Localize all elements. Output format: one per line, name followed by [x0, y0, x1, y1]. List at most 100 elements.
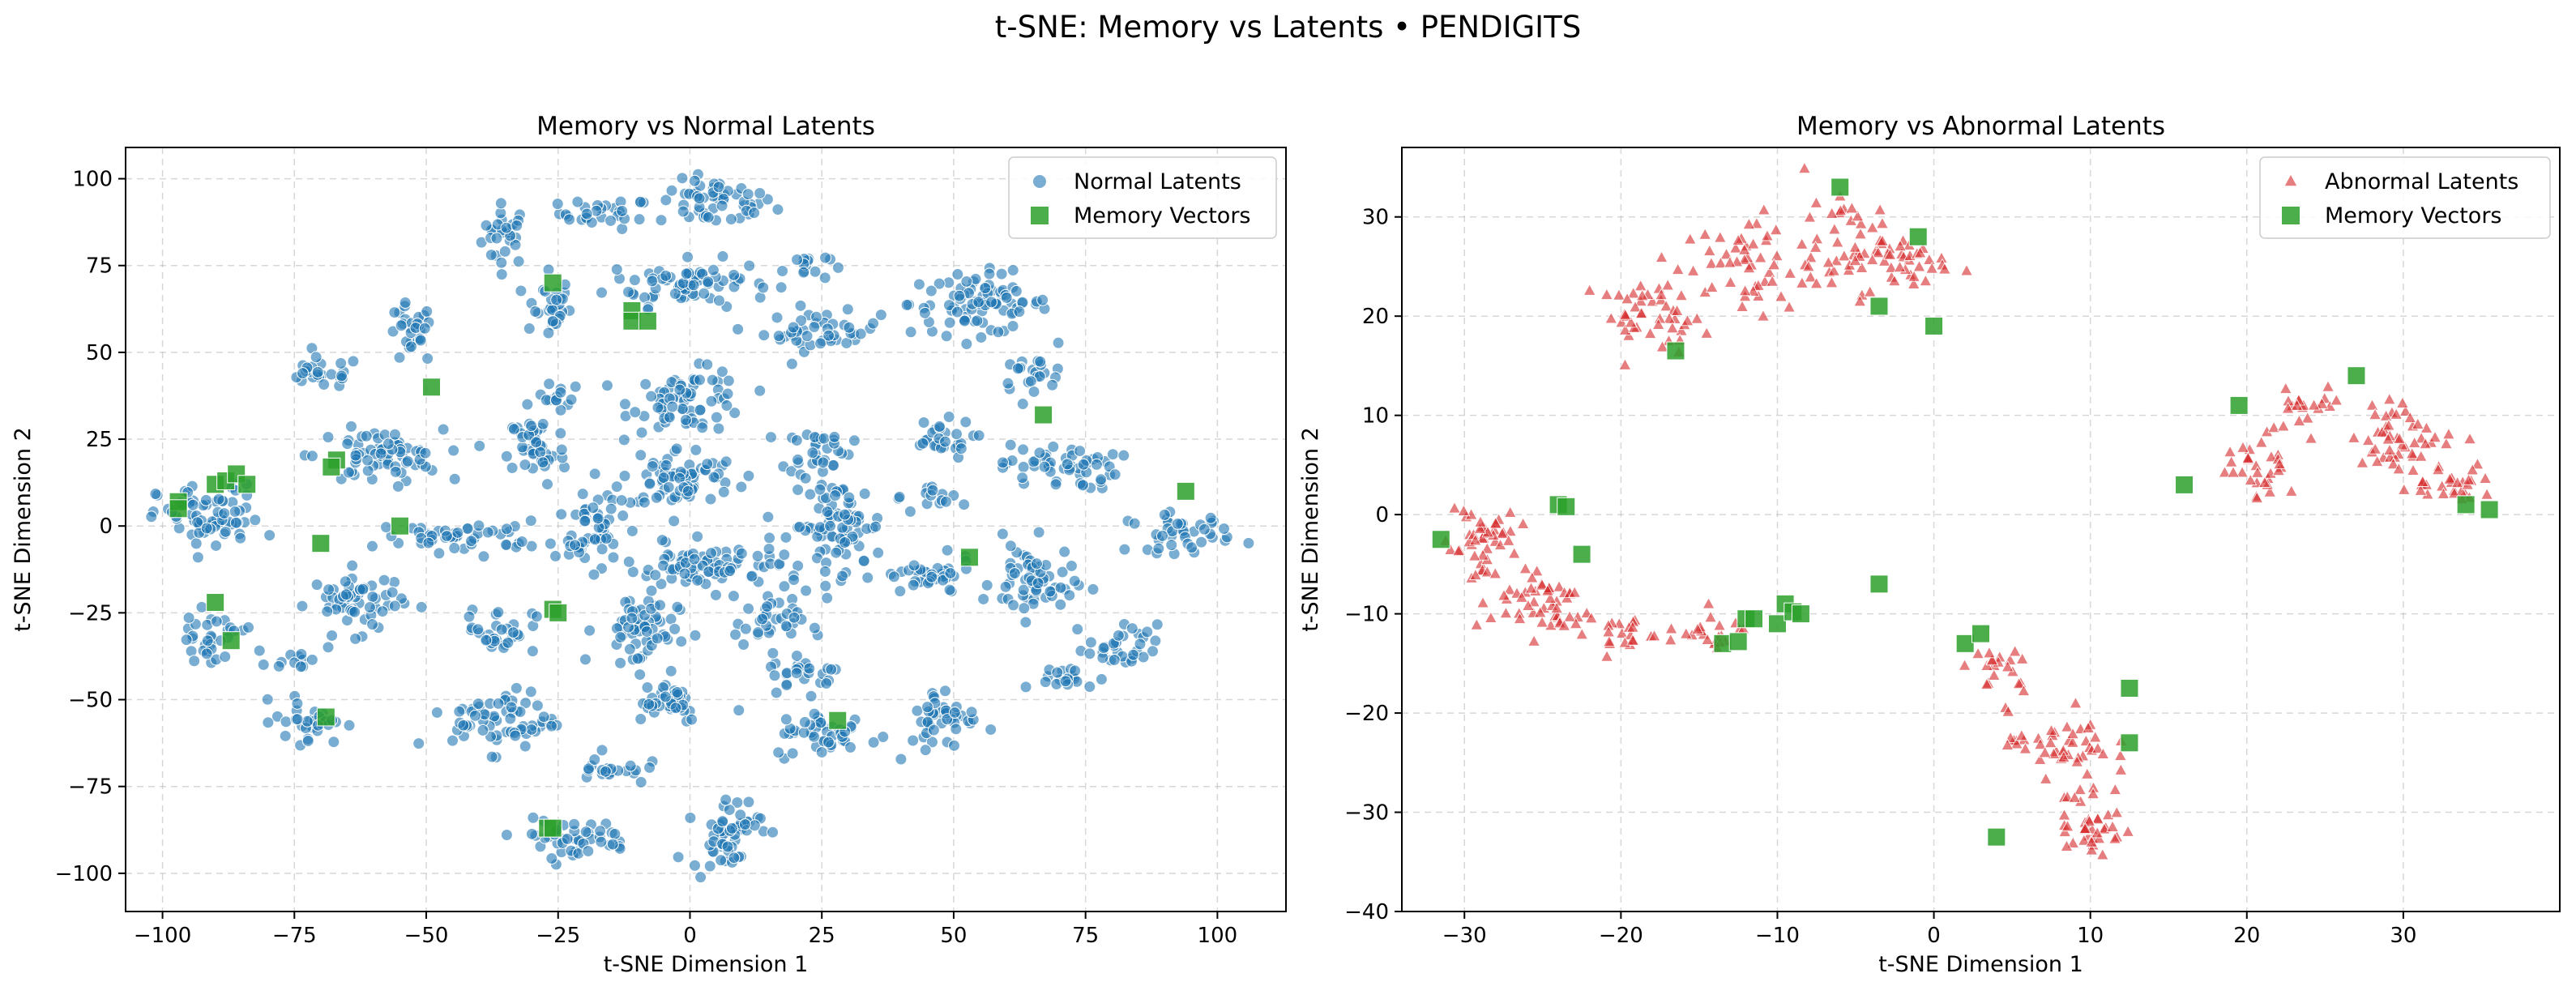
normal-latent-point [916, 437, 929, 450]
abnormal-latent-point [1476, 596, 1489, 608]
normal-latent-point [579, 653, 592, 666]
normal-latent-point [940, 330, 953, 343]
x-tick-label: 100 [1198, 924, 1238, 948]
normal-latent-point [509, 238, 522, 251]
normal-latent-point [971, 314, 984, 327]
normal-latent-point [376, 605, 389, 618]
normal-latent-point [615, 494, 628, 507]
abnormal-latent-point [1647, 629, 1661, 642]
memory-vector-point [543, 818, 562, 838]
abnormal-latent-point [1603, 634, 1616, 647]
abnormal-latent-point [1522, 599, 1535, 611]
normal-latent-point [720, 455, 733, 468]
abnormal-latent-point [1563, 610, 1577, 622]
normal-latent-point [448, 541, 461, 554]
normal-latent-point [643, 698, 656, 711]
normal-latent-point [242, 621, 255, 634]
normal-latent-point [321, 605, 334, 618]
normal-latent-point [948, 707, 961, 719]
normal-latent-point [983, 267, 996, 280]
abnormal-latent-point [2101, 808, 2115, 821]
abnormal-latent-point [1713, 618, 1726, 631]
legend-marker-memory [1031, 207, 1049, 224]
normal-latent-point [649, 569, 662, 582]
normal-latent-point [819, 251, 832, 264]
abnormal-latent-point [2033, 753, 2047, 765]
normal-latent-point [415, 600, 428, 613]
normal-latent-point [767, 826, 780, 839]
subplot-title: Memory vs Abnormal Latents [1796, 112, 2165, 141]
normal-latent-point [737, 638, 750, 651]
abnormal-latent-point [1809, 241, 1822, 253]
normal-latent-point [643, 761, 656, 774]
abnormal-latent-point [1732, 233, 1745, 245]
x-tick-label: 20 [2233, 924, 2260, 948]
abnormal-latent-point [1569, 617, 1583, 630]
abnormal-latent-point [1484, 611, 1497, 623]
legend: Abnormal Latents Memory Vectors [2259, 156, 2551, 239]
normal-latent-point [257, 658, 270, 671]
normal-latent-point [542, 327, 555, 339]
normal-latent-point [689, 629, 702, 642]
normal-latent-point [660, 459, 673, 472]
abnormal-latent-point [1766, 275, 1779, 287]
normal-latent-point [1030, 557, 1043, 570]
normal-latent-point [1128, 517, 1141, 530]
normal-latent-point [857, 554, 870, 567]
normal-latent-point [200, 647, 213, 660]
abnormal-latent-point [1713, 231, 1727, 243]
abnormal-latent-point [1698, 228, 1712, 240]
normal-latent-point [500, 450, 513, 463]
normal-latent-point [294, 660, 307, 673]
normal-latent-point [422, 536, 435, 549]
normal-latent-point [770, 686, 783, 699]
normal-latent-point [965, 706, 978, 719]
abnormal-latent-point [1922, 253, 1936, 265]
normal-latent-point [872, 546, 885, 559]
normal-latent-point [768, 669, 781, 682]
normal-latent-point [500, 538, 513, 551]
abnormal-latent-point [2379, 409, 2393, 421]
normal-latent-point [821, 591, 834, 604]
memory-vector-point [237, 475, 257, 494]
y-tick-label: −20 [1344, 702, 1389, 726]
normal-latent-point [754, 384, 767, 397]
normal-latent-point [1146, 645, 1159, 658]
y-tick-label: −40 [1344, 900, 1389, 924]
normal-latent-point [588, 533, 601, 546]
normal-latent-point [305, 653, 318, 666]
normal-latent-point [675, 635, 688, 648]
abnormal-latent-point [2224, 455, 2238, 467]
normal-latent-point [327, 736, 340, 749]
abnormal-latent-point [2236, 465, 2249, 478]
normal-latent-point [821, 506, 834, 519]
normal-latent-point [720, 399, 733, 412]
normal-latent-point [145, 510, 158, 523]
normal-latent-point [690, 443, 703, 456]
normal-latent-point [941, 713, 954, 726]
abnormal-latent-point [1618, 308, 1632, 321]
abnormal-latent-point [1983, 646, 1996, 659]
abnormal-latent-point [1873, 203, 1887, 216]
memory-vector-point [1869, 297, 1889, 316]
normal-latent-point [540, 478, 553, 491]
abnormal-latent-point [2437, 487, 2450, 499]
normal-latent-point [555, 508, 568, 521]
normal-latent-point [943, 583, 956, 596]
normal-latent-point [229, 516, 242, 529]
normal-latent-point [808, 621, 821, 634]
legend-marker-memory [2282, 207, 2300, 224]
normal-latent-point [771, 203, 784, 216]
normal-latent-point [666, 400, 679, 413]
normal-latent-point [939, 435, 952, 448]
abnormal-latent-point [1937, 262, 1951, 275]
normal-latent-point [795, 314, 808, 327]
abnormal-latent-point [2369, 408, 2382, 420]
normal-latent-point [261, 693, 274, 706]
abnormal-latent-point [1738, 253, 1751, 265]
normal-latent-point [500, 221, 513, 234]
normal-latent-point [738, 818, 751, 830]
normal-latent-point [788, 611, 801, 624]
normal-latent-point [900, 298, 913, 311]
normal-latent-point [595, 835, 608, 848]
